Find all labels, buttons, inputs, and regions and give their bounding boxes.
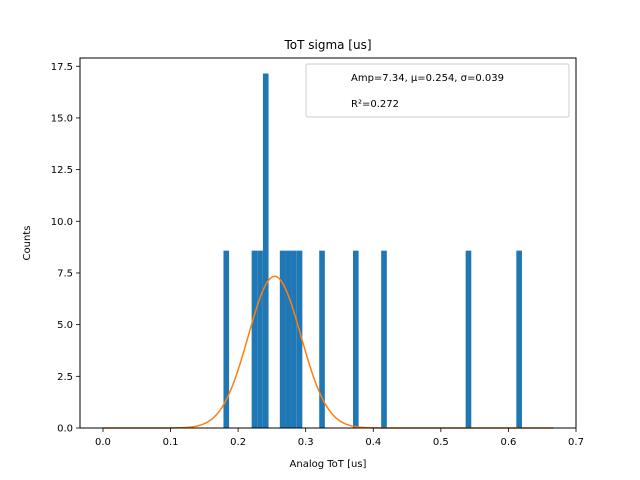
histogram-bar-3 — [262, 73, 269, 428]
y-tick-label-0: 0.0 — [57, 424, 73, 435]
legend-box — [305, 63, 570, 118]
y-tick-label-3: 7.5 — [57, 268, 73, 279]
histogram-bar-5 — [285, 250, 292, 428]
x-tick-label-0: 0.0 — [95, 437, 111, 448]
x-tick-label-3: 0.3 — [298, 437, 314, 448]
histogram-bar-2 — [257, 250, 263, 428]
y-tick-label-2: 5.0 — [57, 320, 73, 331]
histogram-bar-10 — [381, 250, 387, 428]
x-tick-label-7: 0.7 — [568, 437, 584, 448]
y-tick-label-4: 10.0 — [51, 217, 73, 228]
legend-entry-r-squared: R²=0.272 — [351, 99, 399, 110]
y-axis-ticks: 0.0 2.5 5.0 7.5 10.0 12.5 15.0 17.5 — [51, 62, 80, 435]
histogram-bar-7 — [296, 250, 303, 428]
histogram-bar-6 — [291, 250, 297, 428]
histogram-bar-11 — [465, 250, 472, 428]
histogram-bar-4 — [279, 250, 286, 428]
x-axis-label: Analog ToT [us] — [290, 459, 367, 470]
x-tick-label-6: 0.6 — [500, 437, 516, 448]
plot-frame — [79, 57, 577, 429]
y-axis-label: Counts — [22, 226, 33, 261]
y-tick-label-6: 15.0 — [51, 113, 73, 124]
x-tick-label-1: 0.1 — [163, 437, 179, 448]
legend: Amp=7.34, μ=0.254, σ=0.039 R²=0.272 — [305, 63, 570, 118]
y-tick-label-5: 12.5 — [51, 165, 73, 176]
chart-title: ToT sigma [us] — [283, 38, 371, 52]
y-tick-label-7: 17.5 — [51, 62, 73, 73]
y-tick-label-1: 2.5 — [57, 372, 73, 383]
x-tick-label-2: 0.2 — [230, 437, 246, 448]
histogram-bar-9 — [353, 250, 359, 428]
x-tick-label-5: 0.5 — [433, 437, 449, 448]
histogram-bar-8 — [319, 250, 325, 428]
x-axis-ticks: 0.0 0.1 0.2 0.3 0.4 0.5 0.6 0.7 — [95, 428, 584, 448]
histogram-bar-12 — [516, 250, 522, 428]
histogram-bars — [223, 73, 522, 428]
legend-entry-fit-params: Amp=7.34, μ=0.254, σ=0.039 — [351, 73, 504, 84]
histogram-bar-0 — [223, 250, 230, 428]
x-tick-label-4: 0.4 — [365, 437, 381, 448]
histogram-bar-1 — [251, 250, 258, 428]
